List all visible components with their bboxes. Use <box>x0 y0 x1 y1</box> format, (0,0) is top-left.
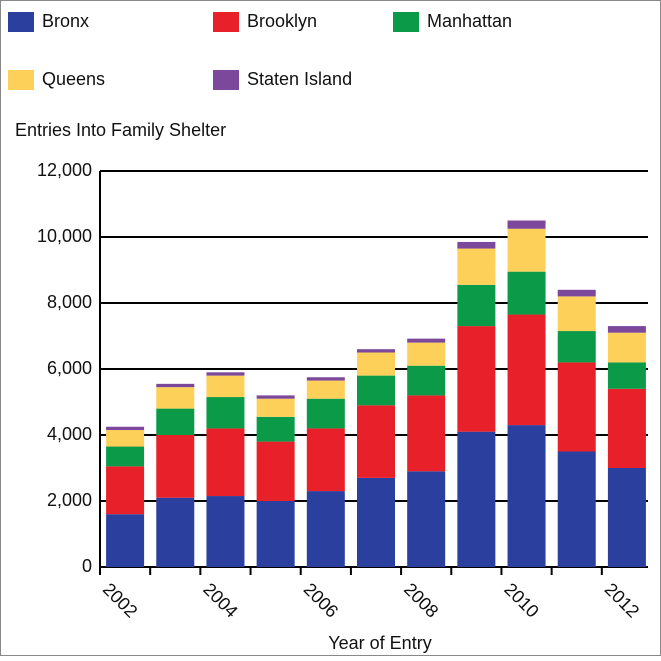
y-axis-title: Entries Into Family Shelter <box>15 120 226 140</box>
x-tick-label: 2006 <box>300 579 342 621</box>
legend-label: Manhattan <box>427 11 512 31</box>
bar-segment <box>607 332 646 363</box>
y-tick-label: 8,000 <box>47 292 92 312</box>
y-tick-label: 4,000 <box>47 424 92 444</box>
bar-segment <box>407 365 446 396</box>
bar-segment <box>306 428 345 492</box>
bar-segment <box>557 289 596 297</box>
bar-segment <box>156 387 195 409</box>
bar-segment <box>206 375 245 398</box>
bar-segment <box>507 425 546 567</box>
bar-segment <box>507 228 546 272</box>
bar-segment <box>256 398 295 417</box>
bar-segment <box>206 428 245 497</box>
bar-segment <box>106 466 145 515</box>
bar-segment <box>457 284 496 327</box>
bar-segment <box>106 430 145 447</box>
bar-segment <box>607 468 646 567</box>
legend-label: Queens <box>42 69 105 89</box>
legend-swatch <box>393 12 419 32</box>
x-axis-title: Year of Entry <box>328 633 431 653</box>
bar-segment <box>206 372 245 376</box>
bar-segment <box>156 383 195 388</box>
bar-segment <box>457 431 496 567</box>
y-tick-label: 12,000 <box>37 160 92 180</box>
bar-segment <box>407 338 446 343</box>
y-tick-label: 6,000 <box>47 358 92 378</box>
bar-segment <box>357 405 395 478</box>
bar-segment <box>256 441 295 501</box>
bar-segment <box>156 497 195 567</box>
legend-swatch <box>213 12 239 32</box>
x-tick-label: 2012 <box>601 579 643 621</box>
y-tick-label: 10,000 <box>37 226 92 246</box>
bar-segment <box>557 331 596 363</box>
y-tick-label: 2,000 <box>47 490 92 510</box>
bar-segment <box>557 362 596 452</box>
bar-segment <box>507 220 546 229</box>
bar-segment <box>407 342 446 366</box>
legend-swatch <box>213 70 239 90</box>
bar-segment <box>557 451 596 567</box>
bar-segment <box>306 377 345 381</box>
bar-segment <box>256 501 295 567</box>
bar-segment <box>407 471 446 567</box>
y-tick-label: 0 <box>82 556 92 576</box>
bar-segment <box>256 395 295 399</box>
bar-segment <box>357 375 395 406</box>
bar-segment <box>407 395 446 472</box>
bar-segment <box>206 397 245 429</box>
bar-segment <box>507 314 546 426</box>
bar-segment <box>156 435 195 498</box>
bar-segment <box>607 388 646 468</box>
bar-segment <box>607 362 646 389</box>
bar-segment <box>457 326 496 432</box>
bar-segment <box>306 491 345 567</box>
bar-segment <box>357 349 395 353</box>
bar-segment <box>306 380 345 399</box>
legend-swatch <box>8 70 34 90</box>
bar-segment <box>557 296 596 332</box>
bar-segment <box>607 326 646 333</box>
bar-segment <box>357 352 395 376</box>
bar-segment <box>306 398 345 429</box>
legend-label: Bronx <box>42 11 89 31</box>
legend-label: Staten Island <box>247 69 352 89</box>
bar-segment <box>457 248 496 285</box>
bar-segment <box>206 496 245 567</box>
bar-segment <box>357 477 395 567</box>
bar-segment <box>507 271 546 315</box>
bar-segment <box>106 514 145 567</box>
legend-label: Brooklyn <box>247 11 317 31</box>
bar-segment <box>256 416 295 442</box>
bar-segment <box>106 426 145 431</box>
x-tick-label: 2004 <box>199 579 241 621</box>
bar-segment <box>106 446 145 467</box>
bar-segment <box>156 408 195 435</box>
x-tick-label: 2008 <box>400 579 442 621</box>
bar-segment <box>457 241 496 249</box>
x-tick-label: 2010 <box>500 579 542 621</box>
legend-swatch <box>8 12 34 32</box>
x-tick-label: 2002 <box>99 579 141 621</box>
